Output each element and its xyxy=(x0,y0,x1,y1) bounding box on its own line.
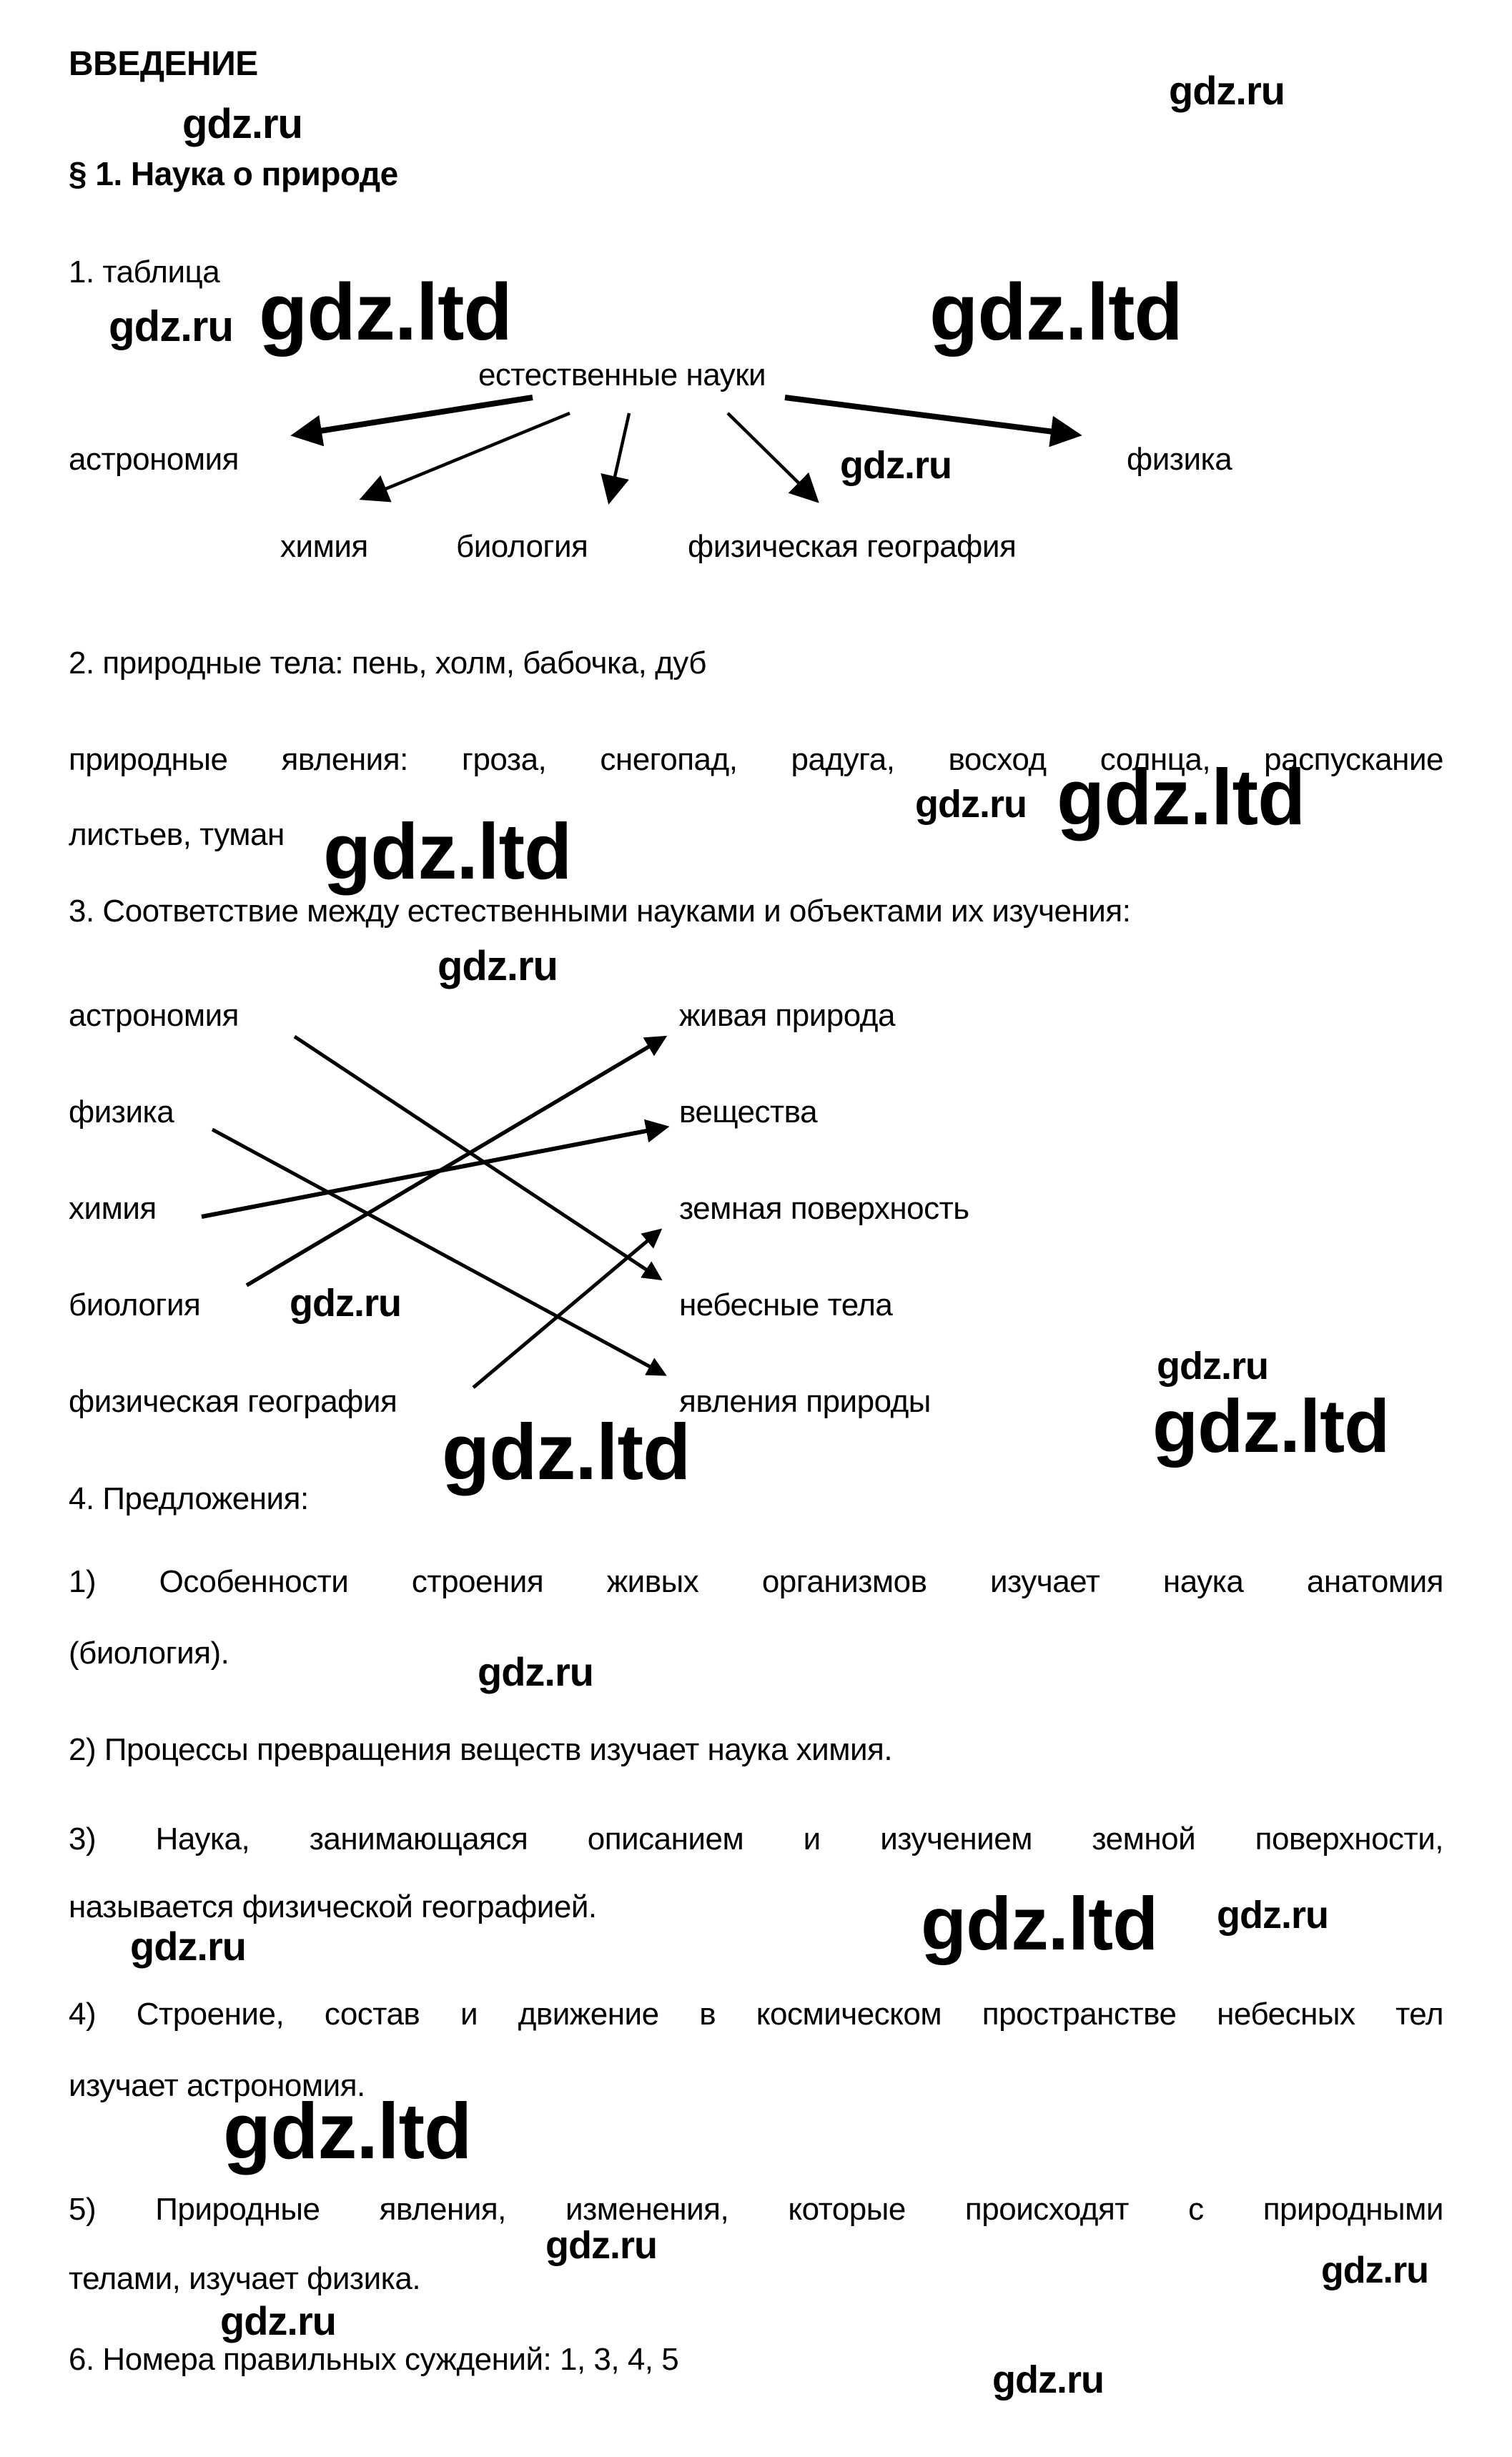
watermark-gdz-ru: gdz.ru xyxy=(1321,2250,1429,2291)
task3-left-astronomy: астрономия xyxy=(69,998,239,1033)
watermark-gdz-ru: gdz.ru xyxy=(109,302,234,350)
task4-item3-line2: называется физической географией. xyxy=(69,1889,597,1924)
task3-heading: 3. Соответствие между естественными наук… xyxy=(69,894,1131,929)
task3-right-earth-surface: земная поверхность xyxy=(679,1191,969,1226)
watermark-gdz-ltd: gdz.ltd xyxy=(921,1882,1158,1966)
task2-line3: листьев, туман xyxy=(69,817,285,852)
watermark-gdz-ru: gdz.ru xyxy=(130,1924,247,1969)
task3-right-living-nature: живая природа xyxy=(679,998,895,1033)
task3-right-celestial-bodies: небесные тела xyxy=(679,1287,893,1323)
task3-right-natural-phenomena: явления природы xyxy=(679,1384,931,1419)
task2-line1: 2. природные тела: пень, холм, бабочка, … xyxy=(69,646,706,681)
task4-heading: 4. Предложения: xyxy=(69,1481,309,1516)
arrow-to-chemistry xyxy=(359,411,570,503)
arrow-to-biology xyxy=(601,412,631,505)
watermark-gdz-ltd: gdz.ltd xyxy=(442,1408,691,1496)
watermark-gdz-ru: gdz.ru xyxy=(1217,1894,1329,1937)
match-line-geography-earth-surface xyxy=(472,1228,663,1389)
task4-item1-line1: 1) Особенности строения живых организмов… xyxy=(69,1564,1444,1599)
watermark-gdz-ltd: gdz.ltd xyxy=(323,808,572,896)
task3-left-biology: биология xyxy=(69,1287,201,1323)
task2-line2: природные явления: гроза, снегопад, раду… xyxy=(69,742,1444,777)
diagram-branch-biology: биология xyxy=(456,529,588,564)
page-title: ВВЕДЕНИЕ xyxy=(69,45,258,83)
match-line-physics-natural-phenomena xyxy=(211,1127,667,1376)
task4-item4-line2: изучает астрономия. xyxy=(69,2068,365,2103)
task4-item3-line1: 3) Наука, занимающаяся описанием и изуче… xyxy=(69,1821,1444,1857)
task4-item5-line2: телами, изучает физика. xyxy=(69,2261,421,2296)
task3-right-substances: вещества xyxy=(679,1094,818,1129)
watermark-gdz-ltd: gdz.ltd xyxy=(929,267,1183,357)
section-heading: § 1. Наука о природе xyxy=(69,155,398,192)
task6-text: 6. Номера правильных суждений: 1, 3, 4, … xyxy=(69,2342,679,2377)
match-line-astronomy-celestial-bodies xyxy=(293,1034,663,1281)
diagram-branch-chemistry: химия xyxy=(280,529,368,564)
task4-item1-line2: (биология). xyxy=(69,1636,229,1671)
watermark-gdz-ru: gdz.ru xyxy=(220,2298,337,2343)
task3-left-physics: физика xyxy=(69,1094,174,1129)
arrow-to-astronomy xyxy=(290,395,533,447)
arrow-to-physics xyxy=(784,395,1082,448)
watermark-gdz-ru: gdz.ru xyxy=(438,943,558,989)
watermark-gdz-ru: gdz.ru xyxy=(1169,68,1285,113)
diagram-root-label: естественные науки xyxy=(478,357,766,392)
watermark-gdz-ru: gdz.ru xyxy=(992,2358,1105,2401)
diagram-branch-physics: физика xyxy=(1127,442,1232,477)
diagram-branch-physical-geography: физическая география xyxy=(688,529,1017,564)
match-line-biology-living-nature xyxy=(245,1035,668,1287)
watermark-gdz-ru: gdz.ru xyxy=(478,1649,594,1694)
diagram-branch-astronomy: астрономия xyxy=(69,442,239,477)
watermark-gdz-ru: gdz.ru xyxy=(545,2224,658,2267)
watermark-gdz-ltd: gdz.ltd xyxy=(223,2087,472,2175)
watermark-gdz-ru: gdz.ru xyxy=(1157,1345,1269,1388)
watermark-gdz-ltd: gdz.ltd xyxy=(259,267,513,357)
watermark-gdz-ru: gdz.ru xyxy=(840,444,952,487)
task1-label: 1. таблица xyxy=(69,254,220,290)
task3-left-physical-geography: физическая география xyxy=(69,1384,397,1419)
watermark-gdz-ltd: gdz.ltd xyxy=(1057,753,1305,841)
arrow-to-physical-geography xyxy=(726,412,819,503)
task3-left-chemistry: химия xyxy=(69,1191,157,1226)
watermark-gdz-ru: gdz.ru xyxy=(290,1282,402,1325)
watermark-gdz-ru: gdz.ru xyxy=(182,101,303,147)
task4-item4-line1: 4) Строение, состав и движение в космиче… xyxy=(69,1997,1444,2032)
task4-item2-line1: 2) Процессы превращения веществ изучает … xyxy=(69,1732,893,1767)
task4-item5-line1: 5) Природные явления, изменения, которые… xyxy=(69,2192,1444,2227)
watermark-gdz-ru: gdz.ru xyxy=(915,783,1027,826)
watermark-gdz-ltd: gdz.ltd xyxy=(1152,1385,1390,1468)
match-line-chemistry-substances xyxy=(201,1119,670,1219)
